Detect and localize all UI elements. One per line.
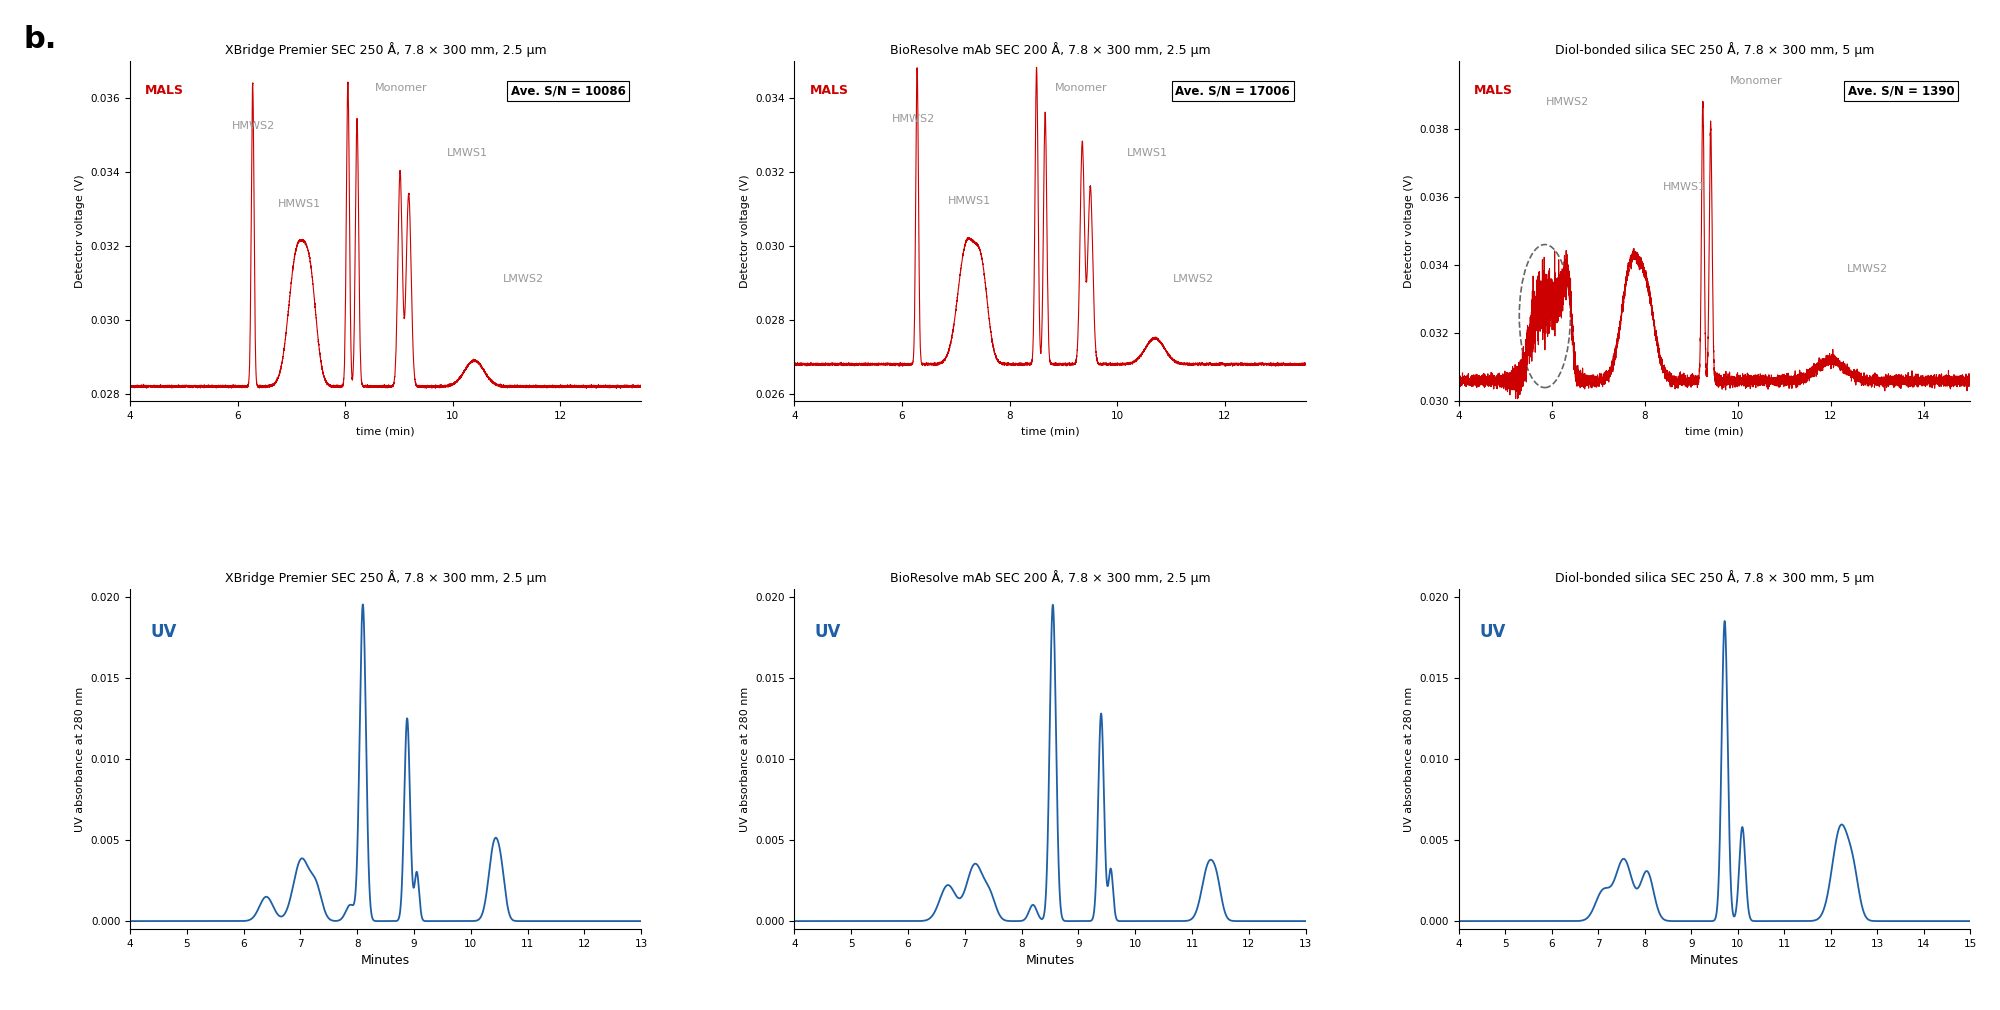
Y-axis label: Detector voltage (V): Detector voltage (V) <box>740 174 750 288</box>
Text: HMWS1: HMWS1 <box>278 199 322 209</box>
Text: HMWS2: HMWS2 <box>232 121 276 130</box>
Y-axis label: UV absorbance at 280 nm: UV absorbance at 280 nm <box>76 686 86 831</box>
Text: LMWS1: LMWS1 <box>446 148 488 158</box>
Text: Ave. S/N = 1390: Ave. S/N = 1390 <box>1848 85 1954 97</box>
Text: HMWS1: HMWS1 <box>1664 182 1706 192</box>
X-axis label: Minutes: Minutes <box>1690 954 1740 968</box>
Y-axis label: UV absorbance at 280 nm: UV absorbance at 280 nm <box>1404 686 1414 831</box>
Text: Monomer: Monomer <box>376 83 428 93</box>
Text: UV: UV <box>1480 622 1506 640</box>
Text: MALS: MALS <box>146 85 184 97</box>
Text: HMWS1: HMWS1 <box>948 196 990 206</box>
X-axis label: time (min): time (min) <box>1686 426 1744 436</box>
Title: Diol-bonded silica SEC 250 Å, 7.8 × 300 mm, 5 μm: Diol-bonded silica SEC 250 Å, 7.8 × 300 … <box>1554 41 1874 57</box>
Title: Diol-bonded silica SEC 250 Å, 7.8 × 300 mm, 5 μm: Diol-bonded silica SEC 250 Å, 7.8 × 300 … <box>1554 570 1874 585</box>
Text: HMWS2: HMWS2 <box>892 114 934 124</box>
Text: Monomer: Monomer <box>1056 83 1108 93</box>
X-axis label: Minutes: Minutes <box>1026 954 1074 968</box>
Text: HMWS2: HMWS2 <box>1546 97 1590 107</box>
Text: b.: b. <box>24 25 58 55</box>
Text: Monomer: Monomer <box>1730 77 1782 87</box>
Title: XBridge Premier SEC 250 Å, 7.8 × 300 mm, 2.5 μm: XBridge Premier SEC 250 Å, 7.8 × 300 mm,… <box>224 41 546 57</box>
Text: MALS: MALS <box>810 85 848 97</box>
Text: Ave. S/N = 10086: Ave. S/N = 10086 <box>510 85 626 97</box>
X-axis label: time (min): time (min) <box>356 426 414 436</box>
Text: UV: UV <box>150 622 176 640</box>
Y-axis label: UV absorbance at 280 nm: UV absorbance at 280 nm <box>740 686 750 831</box>
Title: BioResolve mAb SEC 200 Å, 7.8 × 300 mm, 2.5 μm: BioResolve mAb SEC 200 Å, 7.8 × 300 mm, … <box>890 41 1210 57</box>
X-axis label: Minutes: Minutes <box>360 954 410 968</box>
Text: LMWS2: LMWS2 <box>1848 264 1888 274</box>
Title: XBridge Premier SEC 250 Å, 7.8 × 300 mm, 2.5 μm: XBridge Premier SEC 250 Å, 7.8 × 300 mm,… <box>224 570 546 585</box>
Text: Ave. S/N = 17006: Ave. S/N = 17006 <box>1176 85 1290 97</box>
Text: LMWS1: LMWS1 <box>1126 148 1168 158</box>
Text: LMWS2: LMWS2 <box>504 274 544 284</box>
Text: LMWS2: LMWS2 <box>1172 274 1214 284</box>
Y-axis label: Detector voltage (V): Detector voltage (V) <box>76 174 86 288</box>
X-axis label: time (min): time (min) <box>1020 426 1080 436</box>
Text: MALS: MALS <box>1474 85 1514 97</box>
Text: UV: UV <box>814 622 842 640</box>
Y-axis label: Detector voltage (V): Detector voltage (V) <box>1404 174 1414 288</box>
Title: BioResolve mAb SEC 200 Å, 7.8 × 300 mm, 2.5 μm: BioResolve mAb SEC 200 Å, 7.8 × 300 mm, … <box>890 570 1210 585</box>
